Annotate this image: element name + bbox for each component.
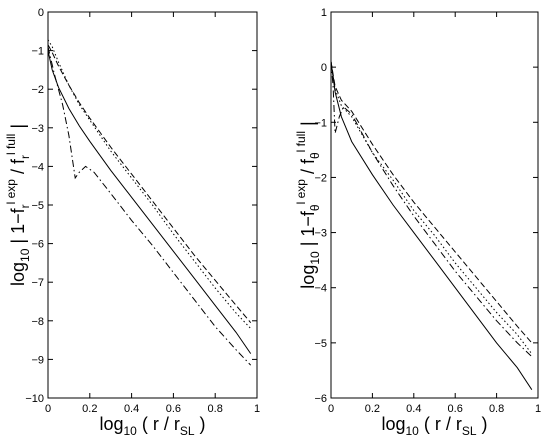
series-dotted-line [47, 39, 252, 329]
y-tick-label: −2 [31, 84, 44, 96]
y-tick-label: 1 [321, 7, 327, 19]
y-tick-label: −9 [31, 354, 44, 366]
x-label-sub-sl: SL [180, 424, 195, 436]
series-dotted-line [330, 61, 533, 355]
x-tick-label: 1 [254, 403, 260, 415]
y-tick-label: 0 [321, 62, 327, 74]
y-tick-label: −8 [31, 316, 44, 328]
x-label-sub: 10 [405, 424, 419, 436]
y-tick-label: −1 [31, 46, 44, 58]
y-label-f-exp-sup: l exp [294, 179, 308, 205]
y-tick-label: −10 [25, 393, 44, 405]
y-tick-label: 0 [38, 7, 44, 19]
series-dashdot-line [47, 46, 252, 366]
y-label-close: | [298, 121, 318, 131]
y-label-f-exp-sub: θ [308, 204, 322, 211]
y-tick-label: −3 [31, 123, 44, 135]
x-tick-label: 0.6 [166, 403, 181, 415]
x-axis-label: log10 ( r / rSL ) [381, 414, 487, 436]
x-tick-label: 0 [328, 403, 334, 415]
y-tick-label: −5 [314, 338, 327, 350]
series-dashdot-line [330, 61, 533, 357]
y-axis-label: log10 | 1−frl exp / frl full | [4, 124, 32, 286]
y-tick-label: −4 [314, 283, 327, 295]
x-label-close: ) [195, 414, 206, 434]
y-label-over-f: / f [8, 158, 28, 179]
series-solid-line [47, 50, 252, 354]
y-label-log: log [8, 262, 28, 286]
y-label-sub: 10 [18, 248, 32, 262]
left-panel: 0 0.2 0.4 0.6 0.8 10−1−2−3−4−5−6−7−8−9−10log1… [4, 7, 260, 436]
series-dashed-line [330, 61, 533, 344]
y-label-f-full-sub: θ [308, 152, 322, 159]
y-label-close: | [8, 124, 28, 134]
y-label-one-minus-f: | 1−f [8, 207, 28, 248]
x-label-close: ) [477, 414, 488, 434]
x-tick-label: 0.6 [448, 403, 463, 415]
x-tick-label: 0 [45, 403, 51, 415]
y-tick-label: −4 [31, 161, 44, 173]
x-label-ratio: ( r / r [137, 414, 180, 434]
x-tick-label: 0.8 [208, 403, 223, 415]
series-solid-line [330, 61, 533, 390]
y-label-over-f: / f [298, 158, 318, 179]
x-label-log: log [99, 414, 123, 434]
x-tick-label: 0.2 [365, 403, 380, 415]
y-tick-label: −6 [31, 239, 44, 251]
plot-frame [330, 11, 539, 399]
y-tick-label: −6 [314, 393, 327, 405]
x-label-sub-sl: SL [462, 424, 477, 436]
y-label-sub: 10 [308, 251, 322, 265]
x-tick-label: 1 [535, 403, 541, 415]
y-label-one-minus-f: | 1−f [298, 210, 318, 251]
y-label-f-exp-sup: l exp [4, 179, 18, 205]
y-label-f-full-sup: l full [294, 131, 308, 152]
y-tick-label: −5 [31, 200, 44, 212]
x-tick-label: 0.8 [489, 403, 504, 415]
series-dashed-line [47, 44, 252, 324]
x-axis-label: log10 ( r / rSL ) [99, 414, 205, 436]
y-tick-label: −7 [31, 277, 44, 289]
y-label-f-exp-sub: r [18, 204, 32, 208]
y-label-f-full-sup: l full [4, 134, 18, 155]
x-tick-label: 0.4 [406, 403, 421, 415]
y-tick-label: −2 [314, 172, 327, 184]
x-label-sub: 10 [123, 424, 137, 436]
y-axis-label: log10 | 1−fθl exp / fθl full | [294, 121, 322, 288]
y-label-log: log [298, 265, 318, 289]
y-tick-label: −1 [314, 117, 327, 129]
y-label-f-full-sub: r [18, 155, 32, 159]
x-label-log: log [381, 414, 405, 434]
x-tick-label: 0.2 [82, 403, 97, 415]
x-tick-label: 0.4 [124, 403, 139, 415]
y-tick-label: −3 [314, 228, 327, 240]
x-label-ratio: ( r / r [419, 414, 462, 434]
